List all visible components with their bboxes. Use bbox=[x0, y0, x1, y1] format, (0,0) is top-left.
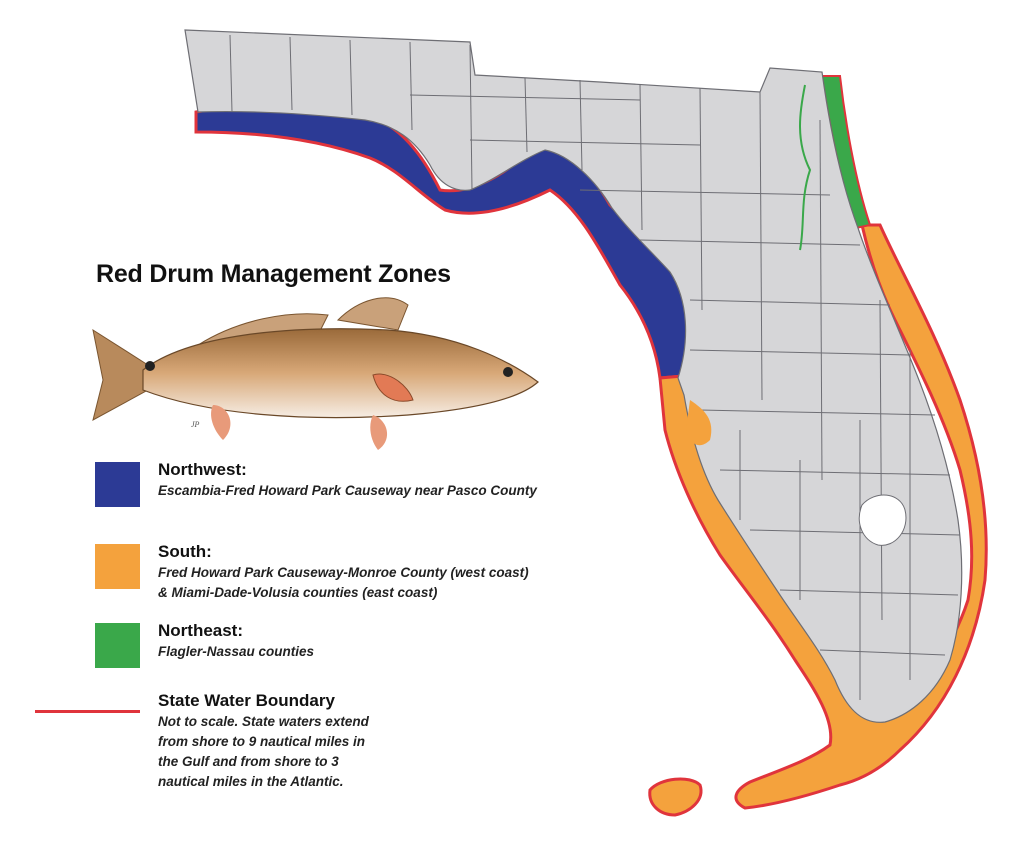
northeast-swatch bbox=[95, 623, 140, 668]
fish-body bbox=[142, 328, 539, 419]
south-label: South: bbox=[158, 542, 212, 561]
boundary-note-line-1: Not to scale. State waters extend bbox=[158, 714, 369, 729]
illustration-signature: JP bbox=[191, 420, 200, 429]
fish-pectoral-fin bbox=[372, 373, 414, 402]
st-johns-river bbox=[799, 84, 812, 251]
northeast-label: Northeast: bbox=[158, 621, 244, 640]
map-title: Red Drum Management Zones bbox=[96, 260, 451, 288]
tampa-bay bbox=[686, 400, 712, 446]
boundary-note-line-4: nautical miles in the Atlantic. bbox=[158, 774, 344, 789]
fish-dorsal-fin-2 bbox=[336, 297, 409, 331]
florida-landmass bbox=[184, 29, 963, 723]
red-drum-fish-illustration bbox=[92, 297, 539, 450]
northwest-description: Escambia-Fred Howard Park Causeway near … bbox=[158, 483, 537, 498]
county-lines bbox=[229, 34, 961, 700]
northeast-description: Flagler-Nassau counties bbox=[158, 644, 315, 659]
fish-tail bbox=[92, 328, 149, 421]
fish-pelvic-fin bbox=[211, 405, 231, 440]
northwest-label: Northwest: bbox=[158, 460, 247, 479]
fish-eye-spot bbox=[145, 361, 155, 371]
fish-anal-fin bbox=[370, 415, 388, 450]
boundary-note-line-3: the Gulf and from shore to 3 bbox=[158, 754, 339, 769]
boundary-label: State Water Boundary bbox=[158, 691, 335, 710]
legend-item-boundary: State Water Boundary Not to scale. State… bbox=[158, 690, 369, 792]
fish-eye bbox=[503, 367, 513, 377]
northwest-swatch bbox=[95, 462, 140, 507]
dry-tortugas-area bbox=[648, 777, 703, 817]
south-description-line-1: Fred Howard Park Causeway-Monroe County … bbox=[158, 565, 529, 580]
lake-okeechobee bbox=[858, 494, 907, 546]
south-swatch bbox=[95, 544, 140, 589]
south-description-line-2: & Miami-Dade-Volusia counties (east coas… bbox=[158, 585, 438, 600]
boundary-note-line-2: from shore to 9 nautical miles in bbox=[158, 734, 366, 749]
boundary-line-swatch bbox=[35, 710, 140, 713]
